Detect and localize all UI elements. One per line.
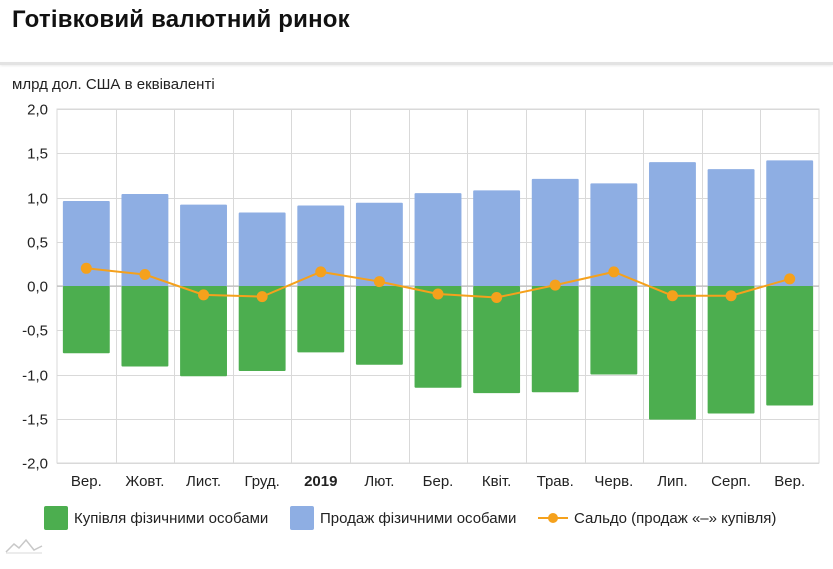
chart-logo-icon [5, 538, 43, 554]
bar-sale [649, 162, 696, 286]
legend-item-purchase[interactable]: Купівля фізичними особами [44, 506, 268, 530]
bar-purchase [121, 286, 169, 367]
x-tick-label: Бер. [423, 473, 454, 490]
bar-sale [590, 183, 638, 286]
balance-point [549, 279, 561, 291]
legend-swatch-sale [290, 506, 314, 530]
legend-swatch-balance [538, 506, 568, 530]
x-tick-label: Лют. [364, 473, 394, 490]
bar-purchase [590, 286, 638, 375]
bar-purchase [355, 286, 403, 365]
y-tick-label: 0,5 [27, 235, 48, 252]
bar-sale [414, 193, 462, 286]
balance-point [198, 289, 210, 301]
x-tick-label: Серп. [711, 473, 751, 490]
bar-sale [121, 193, 169, 286]
bar-sale [766, 160, 814, 286]
x-tick-label: Квіт. [482, 473, 511, 490]
balance-point [256, 291, 268, 303]
balance-point [139, 268, 151, 280]
chart-labels: 2,0 1,5 1,0 0,5 0,0 -0,5 -1,0 -1,5 -2,0 Вер. Жовт.… [22, 102, 805, 491]
y-tick-label: -0,5 [22, 323, 48, 340]
bar-sale [473, 190, 521, 286]
chart-bars [62, 160, 814, 420]
x-tick-label: Вер. [71, 473, 102, 490]
bar-sale [297, 205, 345, 286]
legend-item-sale[interactable]: Продаж фізичними особами [290, 506, 516, 530]
y-tick-label: 2,0 [27, 102, 48, 119]
x-tick-label: Вер. [774, 473, 805, 490]
balance-point [80, 262, 92, 274]
bar-sale [238, 212, 286, 286]
bar-sale [707, 169, 755, 286]
legend-swatch-purchase [44, 506, 68, 530]
balance-point [315, 266, 327, 278]
unit-label: млрд дол. США в еквіваленті [12, 76, 215, 93]
legend-label-purchase: Купівля фізичними особами [74, 509, 269, 527]
y-tick-label: 1,5 [27, 146, 48, 163]
y-tick-label: -1,0 [22, 368, 48, 385]
bar-purchase [649, 286, 696, 420]
x-tick-label: 2019 [304, 473, 337, 490]
y-tick-label: -1,5 [22, 412, 48, 429]
legend-label-sale: Продаж фізичними особами [320, 509, 517, 527]
bar-sale [355, 202, 403, 286]
bar-purchase [238, 286, 286, 371]
x-tick-label: Груд. [244, 473, 279, 490]
bar-purchase [414, 286, 462, 388]
x-tick-label: Лист. [186, 473, 221, 490]
legend-label-balance: Сальдо (продаж «–» купівля) [574, 509, 777, 527]
chart: 2,0 1,5 1,0 0,5 0,0 -0,5 -1,0 -1,5 -2,0 Вер. Жовт.… [22, 102, 820, 491]
balance-point [432, 288, 444, 300]
title-divider [0, 62, 833, 65]
bar-purchase [180, 286, 227, 377]
bar-sale [180, 204, 227, 286]
page-title: Готівковий валютний ринок [12, 6, 350, 33]
bar-purchase [766, 286, 814, 406]
bar-sale [62, 201, 110, 286]
balance-point [725, 290, 737, 302]
bar-sale [531, 178, 579, 286]
x-tick-label: Жовт. [125, 473, 164, 490]
balance-point [373, 276, 385, 288]
balance-point [608, 266, 620, 278]
balance-point [666, 290, 678, 302]
bar-purchase [62, 286, 110, 354]
bar-purchase [531, 286, 579, 393]
y-tick-label: 0,0 [27, 279, 48, 296]
y-tick-label: -2,0 [22, 456, 48, 473]
bar-purchase [297, 286, 345, 353]
balance-point [491, 292, 503, 304]
chart-balance-line [80, 262, 796, 304]
x-tick-label: Лип. [657, 473, 688, 490]
x-tick-label: Черв. [594, 473, 633, 490]
bar-purchase [473, 286, 521, 394]
legend: Купівля фізичними особами Продаж фізични… [0, 506, 833, 536]
legend-item-balance[interactable]: Сальдо (продаж «–» купівля) [538, 506, 776, 530]
bar-purchase [707, 286, 755, 414]
y-tick-label: 1,0 [27, 191, 48, 208]
balance-point [784, 273, 796, 285]
x-tick-label: Трав. [537, 473, 574, 490]
